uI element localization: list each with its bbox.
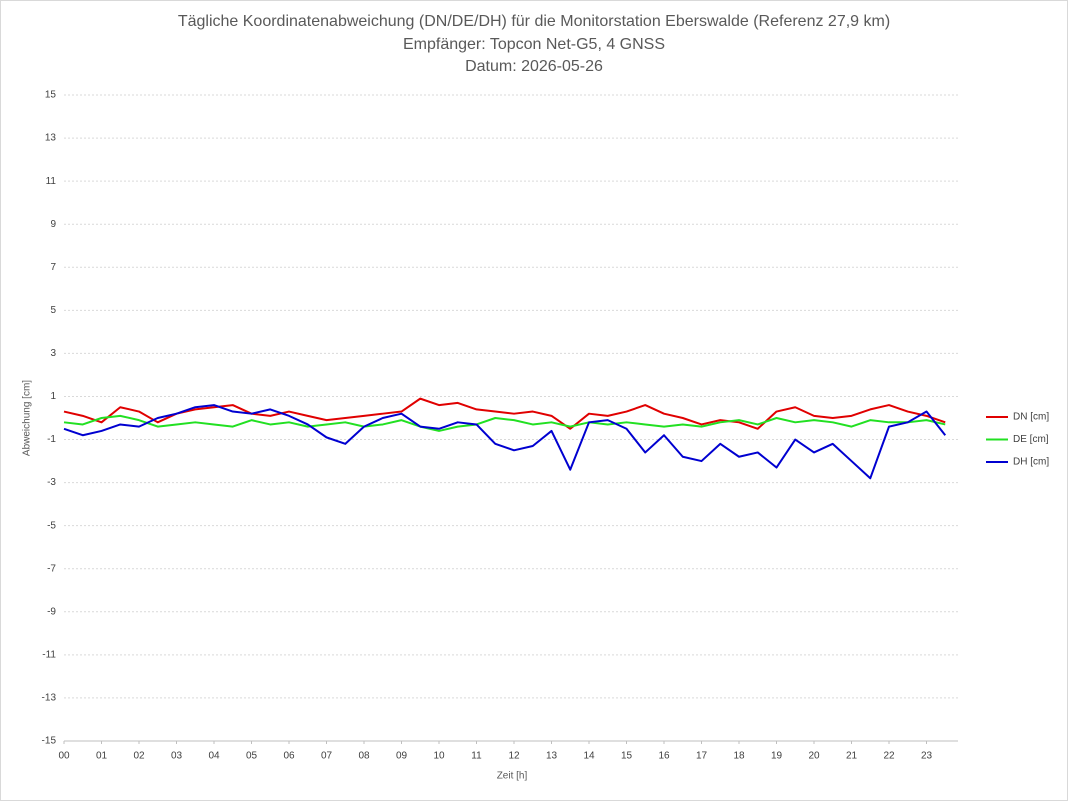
x-tick-label: 22 (883, 751, 895, 762)
x-tick-label: 19 (771, 751, 783, 762)
y-tick-label: -9 (47, 606, 56, 617)
y-tick-label: 11 (46, 176, 57, 187)
data-line (63, 404, 947, 480)
legend-label: DE [cm] (1013, 434, 1049, 445)
y-tick-label: -3 (47, 477, 56, 488)
x-tick-label: 17 (696, 751, 708, 762)
x-tick-label: 20 (808, 751, 820, 762)
x-tick-label: 09 (396, 751, 408, 762)
x-tick-label: 11 (471, 751, 482, 762)
x-tick-label: 13 (546, 751, 558, 762)
y-tick-label: -7 (47, 563, 56, 574)
x-tick-label: 00 (58, 751, 70, 762)
y-tick-label: 3 (50, 348, 56, 359)
x-tick-label: 01 (96, 751, 108, 762)
x-tick-label: 07 (321, 751, 333, 762)
legend-label: DH [cm] (1013, 457, 1049, 468)
y-tick-label: 5 (50, 305, 56, 316)
y-tick-label: 9 (50, 219, 56, 230)
x-tick-label: 14 (583, 751, 595, 762)
x-tick-label: 12 (508, 751, 520, 762)
chart-subtitle: Datum: 2026-05-26 (465, 58, 603, 75)
x-tick-label: 21 (846, 751, 858, 762)
legend-label: DN [cm] (1013, 412, 1049, 423)
y-tick-label: 15 (45, 90, 57, 101)
y-tick-label: -11 (42, 650, 56, 661)
data-line (63, 397, 946, 430)
x-tick-label: 23 (921, 751, 933, 762)
y-tick-label: -5 (47, 520, 56, 531)
x-tick-label: 08 (358, 751, 370, 762)
y-tick-label: 1 (50, 391, 56, 402)
x-tick-label: 15 (621, 751, 633, 762)
x-tick-label: 06 (283, 751, 295, 762)
x-axis-label: Zeit [h] (497, 771, 528, 782)
y-axis-label: Abweichung [cm] (22, 380, 33, 456)
x-tick-label: 03 (171, 751, 183, 762)
x-tick-label: 16 (658, 751, 670, 762)
data-line (63, 414, 946, 432)
x-tick-label: 04 (208, 751, 220, 762)
y-tick-label: 13 (45, 133, 57, 144)
y-tick-label: 7 (50, 262, 56, 273)
y-tick-label: -1 (47, 434, 56, 445)
chart-subtitle: Empfänger: Topcon Net-G5, 4 GNSS (403, 36, 665, 53)
y-tick-label: -15 (42, 736, 57, 747)
x-tick-label: 05 (246, 751, 258, 762)
x-tick-label: 02 (133, 751, 145, 762)
x-tick-label: 18 (733, 751, 745, 762)
x-tick-label: 10 (433, 751, 445, 762)
y-tick-label: -13 (42, 693, 57, 704)
chart-title: Tägliche Koordinatenabweichung (DN/DE/DH… (178, 13, 890, 30)
